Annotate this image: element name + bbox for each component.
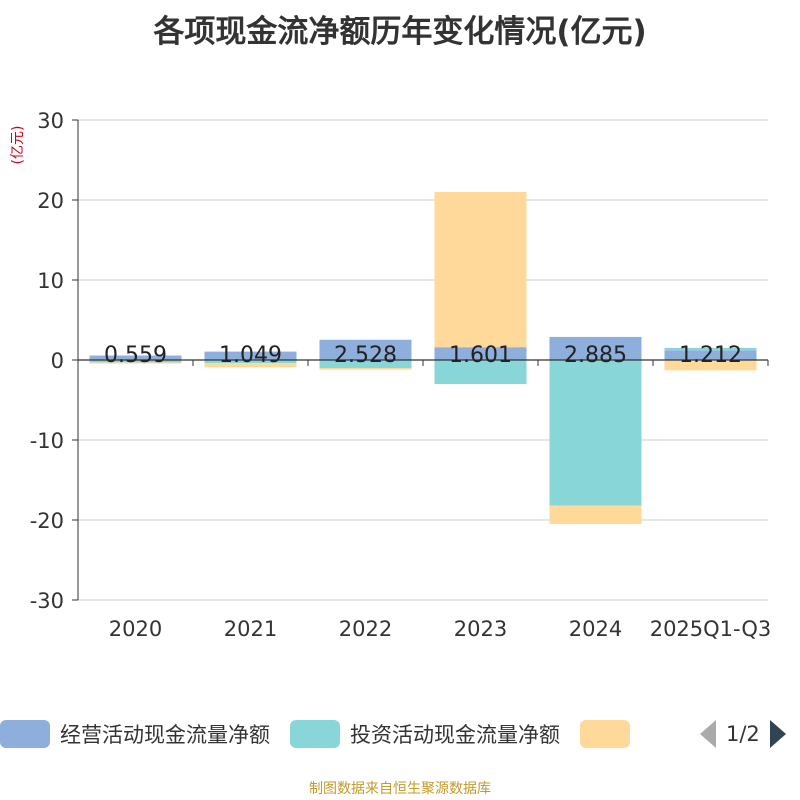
legend-swatch-operating — [0, 720, 50, 748]
data-label-2024: 2.885 — [564, 343, 627, 368]
x-tick-label: 2022 — [339, 617, 392, 641]
bar-operating-2025Q1-Q3 — [664, 350, 757, 360]
legend-item-investing[interactable]: 投资活动现金流量净额 — [290, 719, 560, 749]
bar-investing-2022 — [319, 360, 412, 368]
bar-operating-2020 — [89, 355, 182, 360]
y-tick-label: 30 — [37, 109, 64, 133]
legend-item-financing[interactable] — [580, 720, 640, 748]
legend-prev-icon[interactable] — [700, 720, 716, 748]
bar-investing-2025Q1-Q3 — [664, 347, 757, 351]
legend-label-investing: 投资活动现金流量净额 — [350, 723, 560, 747]
legend-label-operating: 经营活动现金流量净额 — [60, 723, 270, 747]
y-tick-label: 10 — [37, 269, 64, 293]
y-tick-label: -20 — [30, 509, 64, 533]
legend-pager: 1/2 — [700, 716, 786, 752]
data-label-2023: 1.601 — [449, 343, 512, 368]
data-label-2021: 1.049 — [219, 343, 282, 368]
chart-title: 各项现金流净额历年变化情况(亿元) — [153, 14, 647, 50]
y-tick-label: 0 — [51, 349, 64, 373]
bar-operating-2024 — [549, 336, 642, 360]
data-label-2022: 2.528 — [334, 343, 397, 368]
source-footer: 制图数据来自恒生聚源数据库 — [309, 781, 491, 797]
bar-investing-2024 — [549, 360, 642, 506]
bar-investing-2023 — [434, 360, 527, 384]
x-tick-label: 2021 — [224, 617, 277, 641]
bar-financing-2025Q1-Q3 — [664, 360, 757, 371]
bar-financing-2022 — [319, 368, 412, 370]
bar-operating-2021 — [204, 351, 297, 360]
bar-investing-2020 — [89, 360, 182, 363]
legend-item-operating[interactable]: 经营活动现金流量净额 — [0, 719, 270, 749]
y-tick-label: 20 — [37, 189, 64, 213]
bar-financing-2020 — [89, 362, 182, 364]
x-tick-label: 2024 — [569, 617, 622, 641]
data-label-2025Q1-Q3: 1.212 — [679, 343, 742, 368]
legend: 经营活动现金流量净额 投资活动现金流量净额 — [0, 716, 660, 752]
bar-financing-2021 — [204, 363, 297, 368]
bar-operating-2023 — [434, 347, 527, 360]
bar-financing-2024 — [549, 505, 642, 524]
legend-page-indicator: 1/2 — [726, 722, 760, 746]
x-tick-label: 2023 — [454, 617, 507, 641]
legend-swatch-investing — [290, 720, 340, 748]
bar-operating-2022 — [319, 339, 412, 360]
y-tick-label: -30 — [30, 589, 64, 613]
y-tick-label: -10 — [30, 429, 64, 453]
data-label-2020: 0.559 — [104, 343, 167, 368]
x-tick-label: 2025Q1-Q3 — [650, 617, 772, 641]
x-tick-label: 2020 — [109, 617, 162, 641]
legend-next-icon[interactable] — [769, 720, 786, 748]
y-axis-label: (亿元) — [10, 126, 26, 165]
bar-financing-2023 — [434, 191, 527, 348]
legend-swatch-financing — [580, 720, 630, 748]
bar-investing-2021 — [204, 360, 297, 364]
